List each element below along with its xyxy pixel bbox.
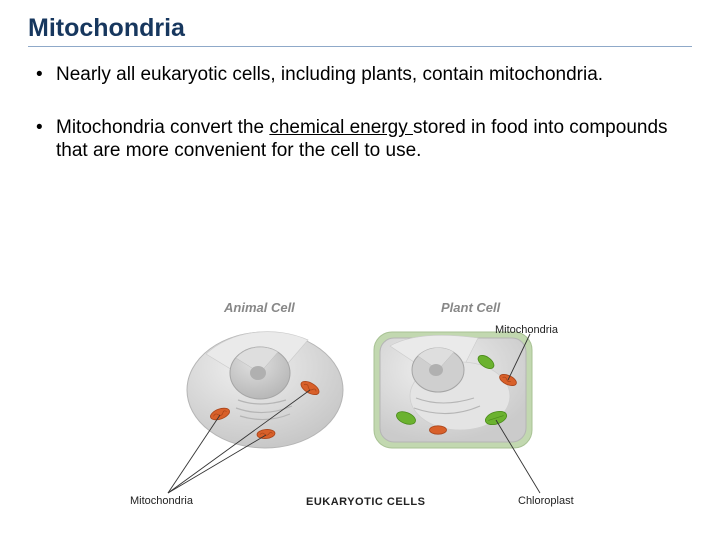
mitochondria-label-right: Mitochondria: [495, 324, 558, 336]
bullet-item: Nearly all eukaryotic cells, including p…: [34, 63, 692, 86]
bullet-text-pre: Mitochondria convert the: [56, 117, 269, 138]
slide: Mitochondria Nearly all eukaryotic cells…: [0, 0, 720, 163]
bullet-item: Mitochondria convert the chemical energy…: [34, 116, 692, 162]
animal-cell-icon: [180, 318, 350, 458]
mitochondria-label-left: Mitochondria: [130, 495, 193, 507]
animal-cell-title: Animal Cell: [224, 300, 295, 315]
plant-cell-title: Plant Cell: [441, 300, 500, 315]
bullet-text: Nearly all eukaryotic cells, including p…: [56, 64, 603, 85]
diagram-footer: EUKARYOTIC CELLS: [306, 496, 425, 508]
slide-title: Mitochondria: [28, 14, 692, 47]
bullet-list: Nearly all eukaryotic cells, including p…: [28, 63, 692, 163]
mitochondria-icon: [430, 426, 447, 434]
plant-cell-icon: [368, 318, 538, 458]
bullet-text-underlined: chemical energy: [269, 117, 413, 138]
cell-diagram: Animal Cell Plant Cell: [138, 300, 588, 515]
chloroplast-label: Chloroplast: [518, 495, 574, 507]
